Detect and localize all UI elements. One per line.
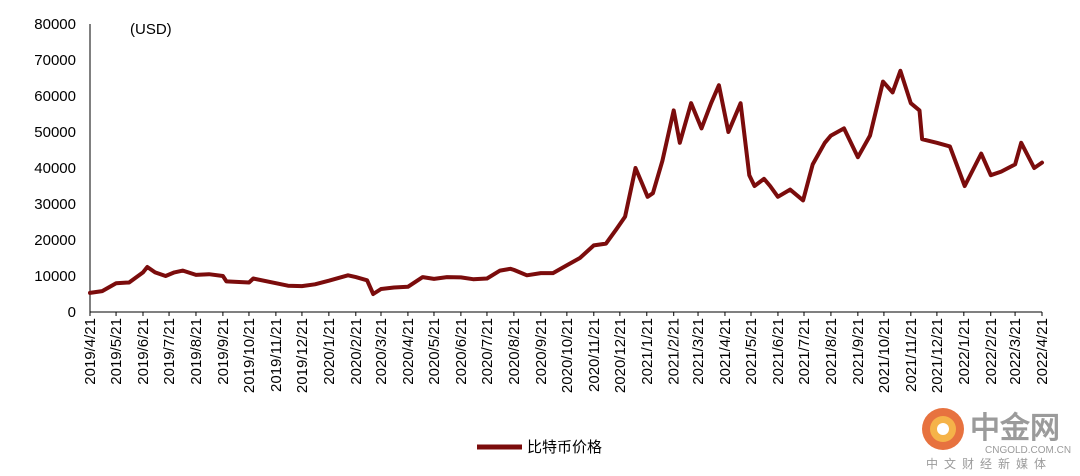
x-tick-label: 2021/7/21 — [796, 318, 813, 385]
x-tick-label: 2020/10/21 — [559, 318, 576, 393]
y-tick-label: 0 — [68, 304, 76, 321]
series-layer — [88, 68, 1044, 296]
y-unit-label: (USD) — [130, 21, 172, 38]
y-tick-label: 80000 — [34, 16, 76, 33]
y-tick-label: 10000 — [34, 268, 76, 285]
legend-label: 比特币价格 — [527, 438, 602, 456]
x-tick-label: 2021/8/21 — [823, 318, 840, 385]
cngold-logo-icon — [922, 408, 964, 450]
x-tick-label: 2021/12/21 — [929, 318, 946, 393]
x-tick-label: 2019/11/21 — [268, 318, 285, 392]
y-tick-label: 20000 — [34, 232, 76, 249]
y-tick-label: 70000 — [34, 52, 76, 69]
watermark-title: 中金网 — [970, 411, 1060, 446]
x-tick-label: 2021/2/21 — [666, 318, 683, 385]
x-tick-label: 2022/4/21 — [1034, 318, 1051, 385]
y-tick-labels: 0 10000 20000 30000 40000 50000 60000 70000 8000… — [34, 16, 76, 321]
x-tick-label: 2019/4/21 — [82, 318, 99, 385]
x-tick-label: 2019/10/21 — [241, 318, 258, 393]
x-tick-label: 2020/7/21 — [479, 318, 496, 385]
x-tick-label: 2019/5/21 — [108, 318, 125, 385]
x-tick-label: 2021/11/21 — [903, 318, 920, 392]
x-tick-label: 2020/12/21 — [612, 318, 629, 393]
x-tick-label: 2019/8/21 — [188, 318, 205, 385]
x-tick-label: 2020/9/21 — [533, 318, 550, 385]
series-line — [88, 68, 1044, 296]
x-tick-label: 2020/11/21 — [586, 318, 603, 392]
x-tick-label: 2021/10/21 — [876, 318, 893, 393]
x-tick-label: 2022/3/21 — [1007, 318, 1024, 385]
x-tick-label: 2020/5/21 — [426, 318, 443, 385]
watermark-domain: CNGOLD.COM.CN — [985, 445, 1071, 456]
x-tick-label: 2021/9/21 — [850, 318, 867, 385]
x-tick-label: 2021/3/21 — [690, 318, 707, 385]
x-tick-label: 2020/3/21 — [373, 318, 390, 385]
watermark: 中金网 CNGOLD.COM.CN 中文财经新媒体 — [922, 408, 1071, 471]
x-tick-label: 2019/6/21 — [135, 318, 152, 385]
y-tick-label: 60000 — [34, 88, 76, 105]
axes — [89, 24, 1042, 313]
x-tick-label: 2019/7/21 — [161, 318, 178, 385]
y-tick-label: 30000 — [34, 196, 76, 213]
x-tick-label: 2022/2/21 — [983, 318, 1000, 385]
x-tick-label: 2020/1/21 — [321, 318, 338, 385]
x-tick-labels: 2019/4/21 2019/5/21 2019/6/21 2019/7/21 2019… — [82, 312, 1051, 393]
x-tick-label: 2021/1/21 — [639, 318, 656, 385]
y-tick-label: 40000 — [34, 160, 76, 177]
watermark-tagline: 中文财经新媒体 — [926, 456, 1052, 471]
x-tick-label: 2020/4/21 — [400, 318, 417, 385]
x-tick-label: 2021/6/21 — [770, 318, 787, 385]
x-tick-label: 2020/8/21 — [506, 318, 523, 385]
x-tick-label: 2021/5/21 — [743, 318, 760, 385]
x-tick-label: 2020/6/21 — [453, 318, 470, 385]
x-tick-label: 2021/4/21 — [717, 318, 734, 385]
legend: 比特币价格 — [477, 438, 602, 456]
x-tick-label: 2019/9/21 — [215, 318, 232, 385]
y-tick-label: 50000 — [34, 124, 76, 141]
x-tick-label: 2020/2/21 — [348, 318, 365, 385]
x-tick-label: 2019/12/21 — [294, 318, 311, 393]
x-tick-label: 2022/1/21 — [956, 318, 973, 385]
